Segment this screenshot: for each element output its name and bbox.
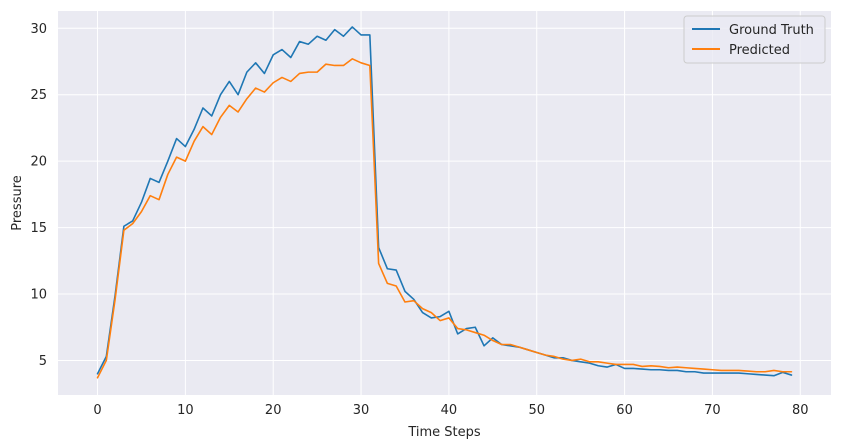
y-tick-label: 30 <box>30 22 47 37</box>
legend: Ground Truth Predicted <box>683 15 826 64</box>
y-tick-label: 20 <box>30 155 47 170</box>
grid <box>58 11 831 395</box>
x-axis-ticks: 0 10 20 30 40 50 60 70 80 <box>93 403 808 418</box>
series-line-ground-truth <box>96 26 793 377</box>
x-tick-label: 20 <box>265 403 282 418</box>
x-tick-label: 70 <box>704 403 721 418</box>
legend-box <box>683 15 826 64</box>
y-tick-label: 5 <box>39 354 47 369</box>
plot-background <box>58 11 831 395</box>
y-axis-ticks: 5 10 15 20 25 30 <box>30 22 47 369</box>
series-line-predicted <box>96 58 793 379</box>
x-axis-label: Time Steps <box>407 425 481 440</box>
legend-label-predicted: Predicted <box>729 43 790 58</box>
y-tick-label: 10 <box>30 288 47 303</box>
y-tick-label: 15 <box>30 221 47 236</box>
x-tick-label: 80 <box>792 403 809 418</box>
x-tick-label: 60 <box>616 403 633 418</box>
y-axis-label: Pressure <box>10 175 25 231</box>
x-tick-label: 40 <box>441 403 458 418</box>
x-tick-label: 10 <box>177 403 194 418</box>
legend-label-ground-truth: Ground Truth <box>729 23 814 38</box>
x-tick-label: 30 <box>353 403 370 418</box>
x-tick-label: 0 <box>93 403 101 418</box>
y-tick-label: 25 <box>30 88 47 103</box>
x-tick-label: 50 <box>528 403 545 418</box>
series-group <box>96 26 793 379</box>
